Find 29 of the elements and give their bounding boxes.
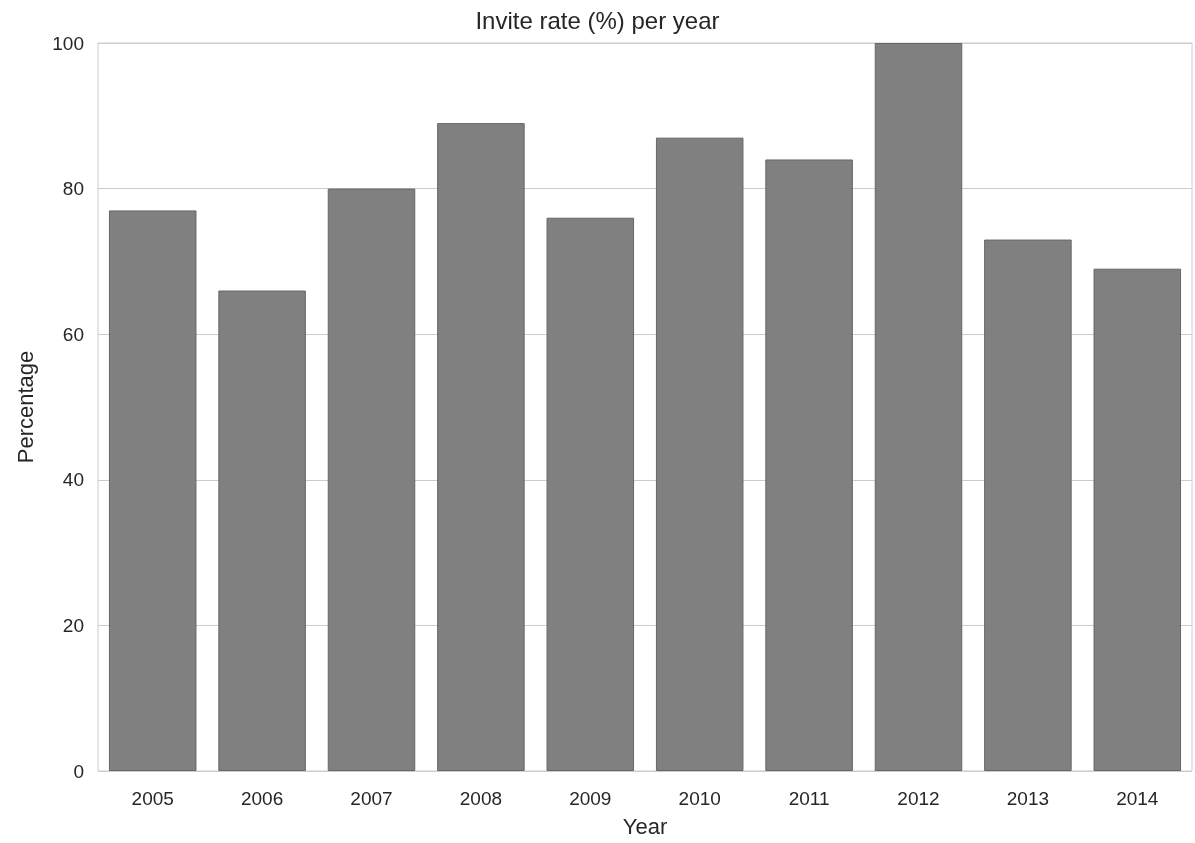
x-tick-label: 2014 xyxy=(1116,788,1159,809)
x-tick-label: 2009 xyxy=(569,788,612,809)
x-tick-label: 2007 xyxy=(350,788,393,809)
bar xyxy=(108,210,197,771)
x-tick-label: 2012 xyxy=(897,788,940,809)
x-tick-label: 2005 xyxy=(131,788,174,809)
bar xyxy=(327,188,416,771)
y-tick-label: 60 xyxy=(62,323,84,345)
bar xyxy=(437,123,525,771)
x-axis-title: Year xyxy=(622,813,668,839)
bar xyxy=(874,43,963,771)
y-tick-label: 80 xyxy=(62,178,84,200)
bar xyxy=(655,137,744,771)
bar xyxy=(218,290,306,771)
bar xyxy=(984,239,1072,771)
x-tick-label: 2006 xyxy=(240,788,284,809)
x-tick-label: 2010 xyxy=(678,788,721,809)
y-tick-label: 0 xyxy=(73,760,84,782)
chart-title: Invite rate (%) per year xyxy=(475,6,720,34)
y-axis-title: Percentage xyxy=(12,350,38,464)
y-tick-label: 100 xyxy=(52,32,84,54)
y-tick-label: 20 xyxy=(62,614,84,636)
x-tick-label: 2013 xyxy=(1006,788,1050,809)
x-tick-label: 2008 xyxy=(459,788,503,809)
y-tick-label: 40 xyxy=(62,469,84,491)
x-tick-label: 2011 xyxy=(788,788,830,809)
bar xyxy=(765,159,853,771)
bar xyxy=(546,217,635,771)
bar xyxy=(1093,268,1182,771)
